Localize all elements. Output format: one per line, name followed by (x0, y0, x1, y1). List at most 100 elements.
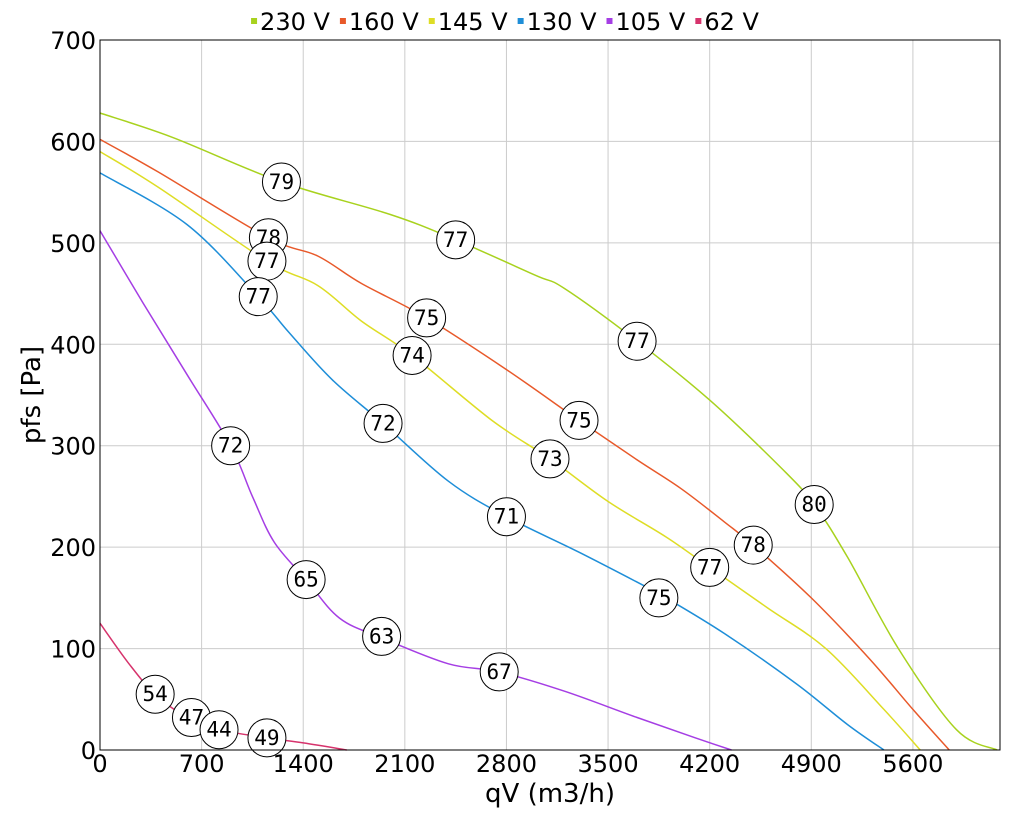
efficiency-marker: 72 (363, 403, 403, 443)
marker-label: 67 (487, 660, 512, 684)
plot-frame (99, 39, 1001, 751)
y-tick-label: 200 (50, 534, 96, 562)
efficiency-marker: 49 (247, 718, 287, 758)
marker-label: 74 (399, 343, 424, 367)
y-tick-label: 100 (50, 636, 96, 664)
x-tick-label: 5600 (882, 750, 943, 778)
y-tick-label: 0 (81, 737, 96, 765)
data-markers: 7977778078757578777473777772717572656367… (135, 162, 834, 758)
efficiency-marker: 44 (199, 710, 239, 750)
legend-swatch (695, 18, 702, 24)
axis-ticks: 0 700 1400 2100 2800 3500 4200 4900 5600 0 100 200 3… (50, 27, 943, 778)
y-axis-title: pfs [Pa] (17, 346, 47, 444)
x-axis-title: qV (m3/h) (485, 779, 615, 809)
legend-label: 105 V (615, 8, 685, 36)
efficiency-marker: 67 (479, 652, 519, 692)
marker-circle (407, 298, 447, 338)
marker-label: 73 (537, 447, 562, 471)
efficiency-marker: 75 (559, 400, 599, 440)
x-tick-label: 2100 (374, 750, 435, 778)
efficiency-marker: 79 (261, 162, 301, 202)
legend-swatch (339, 18, 346, 24)
marker-label: 75 (414, 306, 439, 330)
legend-swatch (251, 18, 258, 24)
legend-label: 130 V (527, 8, 597, 36)
marker-circle (733, 525, 773, 565)
legend-label: 230 V (260, 8, 330, 36)
efficiency-marker: 72 (211, 426, 251, 466)
marker-circle (286, 560, 326, 600)
marker-label: 47 (179, 706, 204, 730)
y-tick-label: 300 (50, 433, 96, 461)
marker-circle (261, 162, 301, 202)
marker-circle (436, 220, 476, 260)
marker-label: 77 (443, 228, 468, 252)
efficiency-marker: 73 (530, 439, 570, 479)
legend-label: 62 V (704, 8, 759, 36)
x-tick-label: 1400 (273, 750, 334, 778)
x-tick-label: 4900 (781, 750, 842, 778)
x-tick-label: 700 (179, 750, 225, 778)
marker-label: 72 (370, 411, 395, 435)
marker-circle (690, 547, 730, 587)
marker-label: 49 (254, 726, 279, 750)
y-tick-label: 700 (50, 27, 96, 55)
marker-circle (238, 277, 278, 317)
marker-circle (392, 335, 432, 375)
efficiency-marker: 63 (362, 616, 402, 656)
efficiency-marker: 75 (407, 298, 447, 338)
efficiency-marker: 77 (617, 321, 657, 361)
marker-label: 44 (206, 718, 231, 742)
marker-label: 77 (246, 285, 271, 309)
legend-label: 160 V (349, 8, 419, 36)
legend-label: 145 V (438, 8, 508, 36)
marker-circle (247, 718, 287, 758)
marker-circle (199, 710, 239, 750)
x-tick-label: 2800 (476, 750, 537, 778)
x-tick-label: 4200 (679, 750, 740, 778)
x-tick-label: 0 (92, 750, 107, 778)
efficiency-marker: 80 (794, 485, 834, 525)
efficiency-marker: 77 (247, 241, 287, 281)
marker-label: 77 (254, 249, 279, 273)
marker-label: 78 (741, 533, 766, 557)
marker-circle (479, 652, 519, 692)
y-tick-label: 500 (50, 230, 96, 258)
y-tick-label: 600 (50, 128, 96, 156)
legend-swatch (428, 18, 435, 24)
marker-circle (559, 400, 599, 440)
marker-circle (486, 497, 526, 537)
marker-circle (617, 321, 657, 361)
efficiency-marker: 54 (135, 674, 175, 714)
legend-swatch (606, 18, 613, 24)
efficiency-marker: 65 (286, 560, 326, 600)
efficiency-marker: 77 (238, 277, 278, 317)
marker-label: 54 (143, 682, 168, 706)
marker-label: 72 (218, 434, 243, 458)
marker-circle (794, 485, 834, 525)
marker-label: 77 (697, 555, 722, 579)
efficiency-marker: 71 (486, 497, 526, 537)
marker-label: 79 (269, 170, 294, 194)
marker-circle (530, 439, 570, 479)
efficiency-marker: 74 (392, 335, 432, 375)
marker-label: 80 (802, 493, 827, 517)
marker-circle (639, 578, 679, 618)
marker-label: 77 (624, 329, 649, 353)
efficiency-marker: 77 (436, 220, 476, 260)
marker-circle (362, 616, 402, 656)
marker-circle (363, 403, 403, 443)
efficiency-marker: 78 (733, 525, 773, 565)
series-line (99, 230, 732, 751)
y-tick-label: 400 (50, 331, 96, 359)
efficiency-marker: 75 (639, 578, 679, 618)
marker-label: 75 (566, 408, 591, 432)
efficiency-marker: 77 (690, 547, 730, 587)
marker-label: 71 (494, 505, 519, 529)
marker-label: 65 (293, 568, 318, 592)
legend: 230 V 160 V 145 V 130 V 105 V 62 V (251, 8, 760, 36)
x-tick-label: 3500 (578, 750, 639, 778)
marker-circle (135, 674, 175, 714)
grid (99, 39, 1000, 751)
